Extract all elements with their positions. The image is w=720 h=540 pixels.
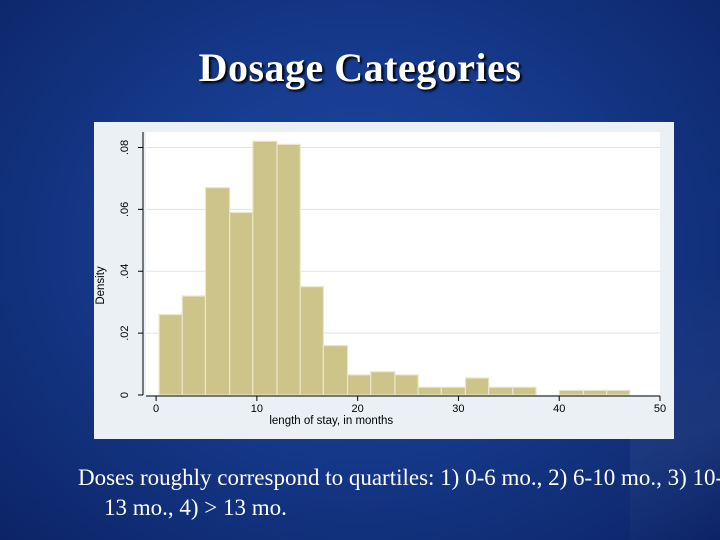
histogram-bar-0 xyxy=(158,313,183,396)
histogram-bar-5 xyxy=(276,143,301,396)
histogram-bar-8 xyxy=(346,374,372,396)
histogram-bar-13 xyxy=(464,377,490,396)
histogram-bar-2 xyxy=(204,187,231,396)
histogram-bar-7 xyxy=(322,344,349,396)
histogram-bar-3 xyxy=(229,211,254,396)
slide-title: Dosage Categories xyxy=(198,45,522,90)
x-tick-label-3: 30 xyxy=(452,403,464,415)
y-tick-label-4: .08 xyxy=(119,140,131,155)
y-tick-label-0: 0 xyxy=(119,392,131,398)
histogram-bar-12 xyxy=(440,386,467,396)
histogram-bar-19 xyxy=(605,389,631,396)
histogram-bar-14 xyxy=(488,386,514,396)
y-tick-label-3: .06 xyxy=(119,202,131,217)
y-tick-label-2: .04 xyxy=(119,264,131,279)
histogram-bar-11 xyxy=(417,386,442,396)
histogram-chart: 0 10 20 30 40 50 0 .02 .04 .06 .08 length of stay,… xyxy=(94,122,674,439)
slide-caption: Doses roughly correspond to quartiles: 1… xyxy=(78,465,720,520)
x-tick-label-5: 50 xyxy=(654,403,666,415)
histogram-bar-4 xyxy=(252,140,278,396)
histogram-bar-9 xyxy=(370,371,396,396)
axes: 0 10 20 30 40 50 0 .02 .04 .06 .08 xyxy=(119,132,666,415)
chart-canvas: 0 10 20 30 40 50 0 .02 .04 .06 .08 length of stay,… xyxy=(95,132,666,427)
histogram-bar-18 xyxy=(582,389,608,396)
histogram-bar-15 xyxy=(512,386,537,396)
x-tick-label-1: 10 xyxy=(251,403,263,415)
y-tick-label-1: .02 xyxy=(119,325,131,340)
x-tick-label-2: 20 xyxy=(352,403,364,415)
x-tick-label-0: 0 xyxy=(153,403,159,415)
histogram-bar-10 xyxy=(394,374,419,396)
histogram-bar-1 xyxy=(181,295,207,396)
x-axis-label: length of stay, in months xyxy=(269,415,393,427)
histogram-bars xyxy=(158,140,631,396)
histogram-bar-6 xyxy=(299,286,324,396)
histogram-bar-17 xyxy=(558,389,585,396)
y-axis-label: Density xyxy=(95,266,107,305)
x-tick-label-4: 40 xyxy=(553,403,565,415)
